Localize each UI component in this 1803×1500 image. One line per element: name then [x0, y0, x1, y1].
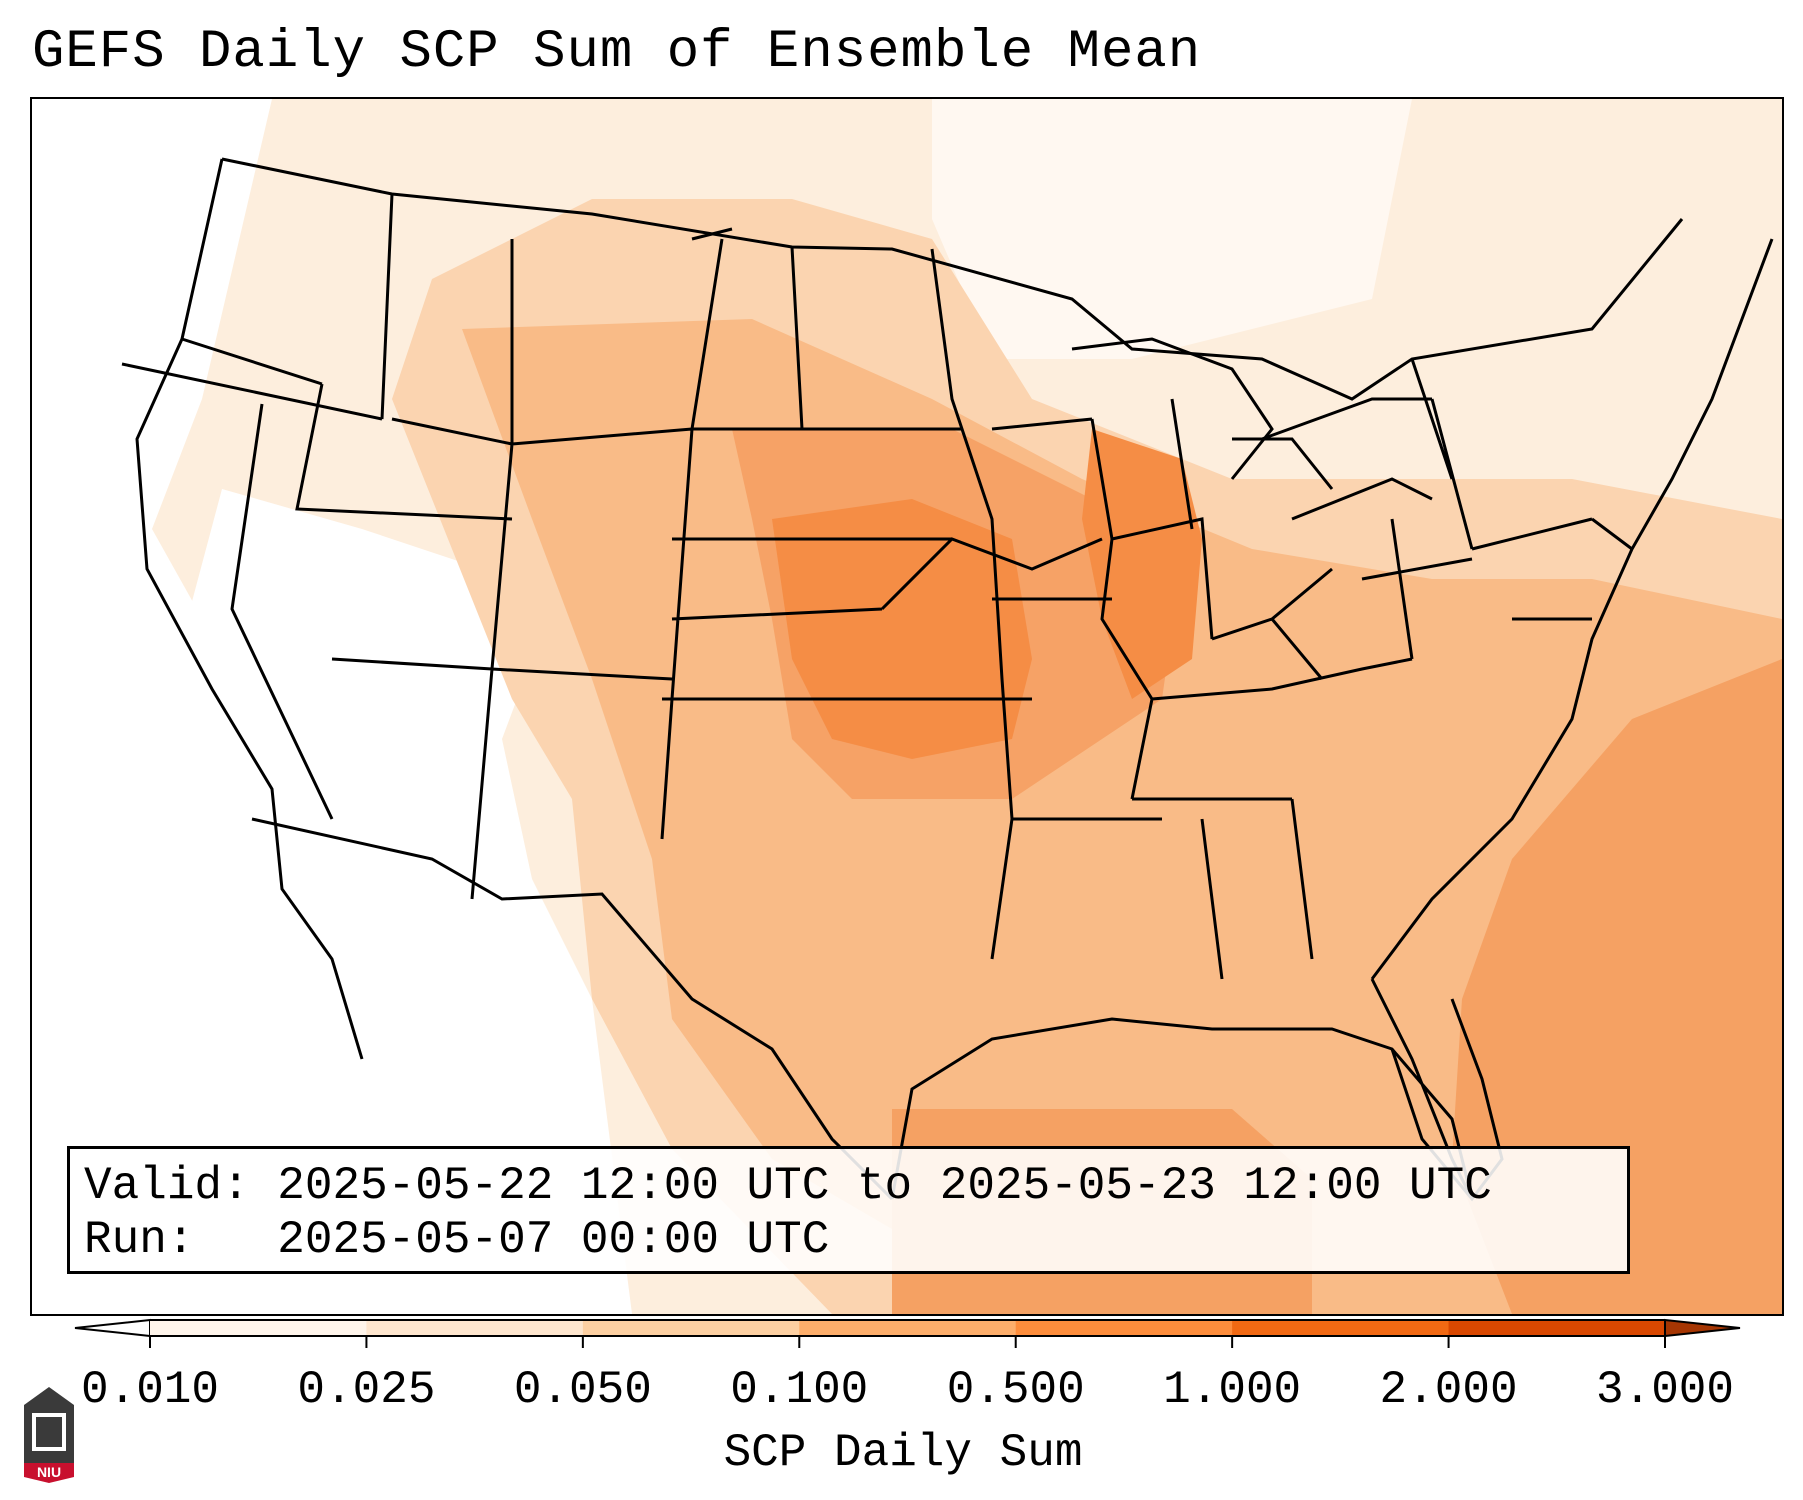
- us-canada-border: [221, 157, 1684, 401]
- valid-run-info-box: Valid: 2025-05-22 12:00 UTC to 2025-05-2…: [67, 1146, 1630, 1274]
- central-state-lines: [930, 248, 1413, 980]
- gulf-coast: [890, 978, 1474, 1200]
- interior-state-lines: [331, 227, 1103, 900]
- run-value: 2025-05-07 00:00 UTC: [277, 1214, 830, 1266]
- colorbar-tick-label: 0.500: [946, 1364, 1085, 1416]
- valid-value: 2025-05-22 12:00 UTC to 2025-05-23 12:00…: [277, 1160, 1492, 1212]
- colorbar-tick-label: 0.025: [297, 1364, 436, 1416]
- shade-highest-plains: [772, 499, 1032, 759]
- colorbar-tick-label: 0.010: [80, 1364, 220, 1416]
- colorbar-tick-label: 2.000: [1379, 1364, 1518, 1416]
- boundaries: [121, 157, 1774, 1202]
- colorbar-tick-label: 3.000: [1595, 1364, 1735, 1416]
- colorbar-tick-label: 0.100: [730, 1364, 869, 1416]
- great-lakes: [1071, 337, 1433, 530]
- shade-none-southwest: [182, 489, 632, 1314]
- colorbar-segment: [366, 1320, 584, 1336]
- niu-logo: NIU: [24, 1387, 74, 1483]
- mexico-border: [251, 817, 894, 1201]
- colorbar-extend-high: [1664, 1318, 1741, 1338]
- scp-map: [32, 99, 1782, 1314]
- east-coast: [1370, 238, 1774, 980]
- nw-state-lines: [121, 193, 513, 820]
- northeast-state-lines: [1261, 358, 1633, 660]
- colorbar-tick-label: 1.000: [1163, 1364, 1302, 1416]
- colorbar-segment: [1232, 1320, 1450, 1336]
- colorbar-segment: [1448, 1320, 1666, 1336]
- colorbar-extend-low: [74, 1318, 151, 1338]
- colorbar-tick-label: 0.050: [513, 1364, 652, 1416]
- valid-label: Valid:: [84, 1160, 250, 1212]
- colorbar-segment: [582, 1320, 800, 1336]
- map-panel: [30, 97, 1784, 1316]
- colorbar-label: SCP Daily Sum: [723, 1427, 1083, 1479]
- shade-highest-midwest: [1082, 429, 1202, 699]
- run-label: Run:: [84, 1214, 195, 1266]
- colorbar-segment: [799, 1320, 1017, 1336]
- colorbar-segment: [150, 1320, 367, 1336]
- map-title: GEFS Daily SCP Sum of Ensemble Mean: [32, 22, 1202, 83]
- niu-logo-text: NIU: [37, 1464, 61, 1480]
- colorbar-segment: [1015, 1320, 1233, 1336]
- colorbar-outline: [150, 1319, 1665, 1337]
